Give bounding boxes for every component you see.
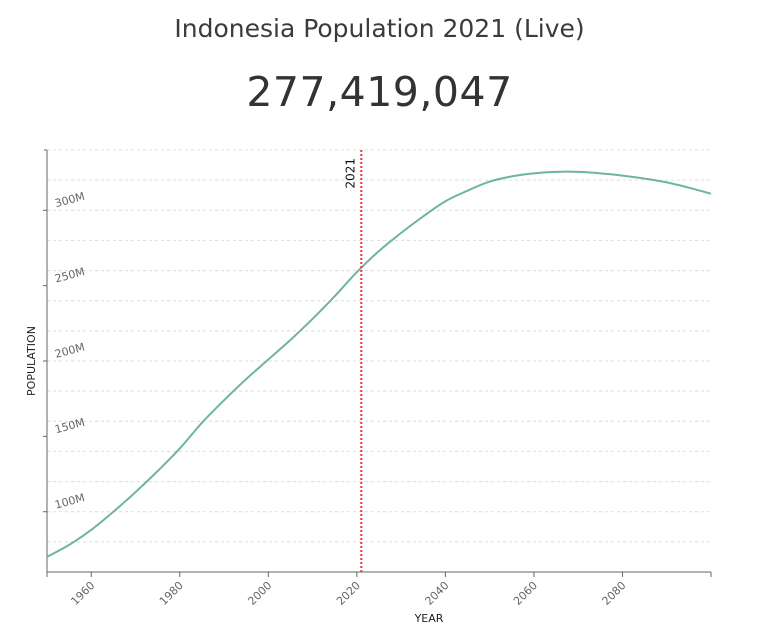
x-ticks: 1960 1980 2000 2020 2040 2060 2080	[68, 572, 629, 608]
y-ticks: 100M 150M 200M 250M 300M	[43, 190, 86, 513]
y-tick-label: 300M	[53, 190, 86, 210]
axes	[44, 149, 712, 577]
x-tick-label: 1980	[157, 579, 186, 608]
x-tick-label: 2080	[600, 579, 629, 608]
x-tick-label: 2060	[511, 579, 540, 608]
current-year-marker-label: 2021	[343, 158, 357, 189]
y-tick-label: 250M	[53, 265, 86, 285]
y-tick-label: 200M	[53, 340, 86, 360]
y-tick-label: 150M	[53, 416, 86, 436]
x-tick-label: 2000	[245, 579, 274, 608]
x-axis-title: YEAR	[414, 612, 444, 625]
x-tick-label: 2040	[423, 579, 452, 608]
population-series-line	[46, 170, 712, 558]
grid-lines	[47, 149, 711, 543]
live-population-counter: 277,419,047	[246, 68, 513, 116]
y-axis-title: POPULATION	[25, 326, 38, 396]
x-tick-label: 1960	[68, 579, 97, 608]
x-tick-label: 2020	[334, 579, 363, 608]
page-title: Indonesia Population 2021 (Live)	[174, 14, 585, 43]
y-tick-label: 100M	[53, 491, 86, 511]
